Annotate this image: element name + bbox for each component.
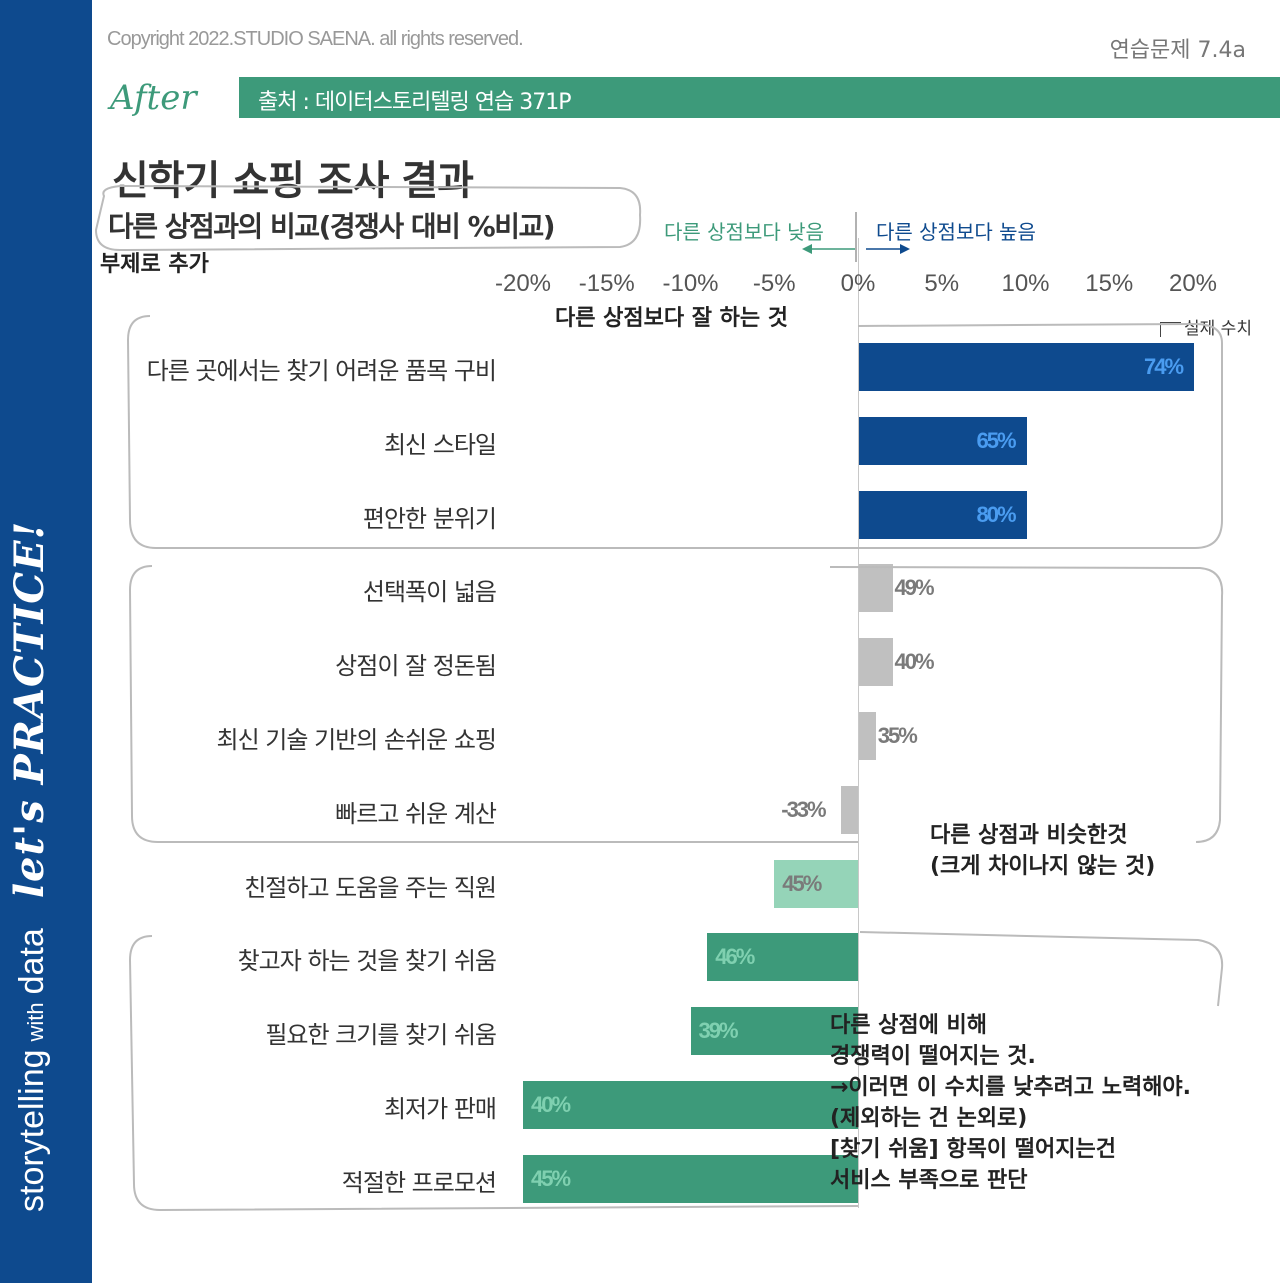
legend-left-arrow-icon	[802, 244, 855, 254]
category-label: 다른 곳에서는 찾기 어려운 품목 구비	[146, 357, 497, 385]
category-label: 최신 스타일	[383, 430, 497, 459]
after-label: After	[110, 78, 197, 118]
category-label: 상점이 잘 정돈됨	[335, 652, 497, 681]
bar	[859, 416, 1027, 465]
category-label: 선택폭이 넓음	[362, 578, 497, 607]
actual-label-connector	[1160, 322, 1181, 337]
category-label: 찾고자 하는 것을 찾기 쉬움	[237, 947, 497, 976]
category-label: 친절하고 도움을 주는 직원	[244, 873, 497, 902]
annotation-worse-text: 다른 상점에 비해 경쟁력이 떨어지는 것. →이러면 이 수치를 낮추려고 노…	[830, 1013, 1192, 1193]
legend-right-arrow-icon	[866, 244, 910, 254]
annotation-worse: 다른 상점에 비해 경쟁력이 떨어지는 것. →이러면 이 수치를 낮추려고 노…	[830, 1010, 1191, 1196]
annotation-similar-text: 다른 상점과 비슷한것 (크게 차이나지 않는 것)	[930, 823, 1156, 879]
x-tick-label: -15%	[578, 270, 635, 297]
chart-title: 신학기 쇼핑 조사 결과	[112, 158, 474, 204]
bar	[523, 1081, 858, 1129]
sidebar	[0, 0, 92, 1283]
data-label: 46%	[715, 944, 755, 970]
data-label: 49%	[894, 575, 935, 601]
data-label: 45%	[531, 1165, 571, 1191]
bar	[841, 785, 858, 834]
legend-lower: 다른 상점보다 낮음	[664, 220, 824, 244]
bar	[859, 490, 1027, 539]
data-label: 80%	[976, 501, 1017, 527]
bar	[859, 638, 893, 687]
x-tick-label: 20%	[1168, 270, 1218, 297]
group-note-better: 다른 상점보다 잘 하는 것	[555, 306, 789, 331]
x-tick-label: -20%	[494, 270, 552, 297]
bar	[707, 933, 858, 982]
source-text: 출처 : 데이터스토리텔링 연습 371P	[258, 90, 572, 115]
data-label: 35%	[877, 723, 918, 748]
bar	[523, 1154, 858, 1203]
data-label: 45%	[782, 870, 822, 896]
bar	[690, 1007, 858, 1056]
data-label: 39%	[698, 1018, 739, 1044]
data-label: -33%	[781, 796, 826, 822]
x-tick-label: 0%	[840, 270, 876, 297]
category-label: 최저가 판매	[383, 1095, 497, 1123]
category-label: 빠르고 쉬운 계산	[335, 799, 497, 828]
category-label: 편안한 분위기	[362, 504, 497, 533]
category-label: 필요한 크기를 찾기 쉬움	[265, 1021, 497, 1050]
exercise-id: 연습문제 7.4a	[1109, 38, 1246, 63]
subtitle-highlight-loop	[94, 184, 642, 252]
zero-axis-line	[858, 238, 859, 1208]
bar	[859, 564, 893, 613]
x-tick-label: -5%	[752, 270, 796, 297]
group-outline-worse	[128, 931, 1224, 1212]
annotation-similar: 다른 상점과 비슷한것 (크게 차이나지 않는 것)	[930, 820, 1155, 882]
group-outline-similar	[128, 565, 1224, 843]
bar	[774, 859, 858, 908]
data-label: 40%	[531, 1092, 571, 1117]
group-outline-better	[126, 315, 1223, 549]
source-banner	[239, 77, 1280, 118]
x-tick-label: 10%	[1001, 270, 1050, 297]
x-tick-label: -10%	[662, 270, 719, 297]
bar	[859, 343, 1194, 391]
data-label: 74%	[1144, 354, 1184, 379]
category-label: 적절한 프로모션	[341, 1168, 497, 1197]
data-label: 65%	[976, 427, 1017, 453]
data-label: 40%	[894, 649, 935, 675]
legend-higher: 다른 상점보다 높음	[876, 220, 1036, 244]
x-tick-label: 15%	[1085, 270, 1134, 297]
category-label: 최신 기술 기반의 손쉬운 쇼핑	[216, 726, 497, 754]
copyright: Copyright 2022.STUDIO SAENA. all rights …	[107, 28, 524, 50]
subtitle-note: 부제로 추가	[100, 252, 209, 277]
x-tick-label: 5%	[924, 270, 960, 297]
chart-subtitle: 다른 상점과의 비교(경쟁사 대비 %비교)	[108, 210, 556, 243]
bar	[859, 712, 876, 760]
